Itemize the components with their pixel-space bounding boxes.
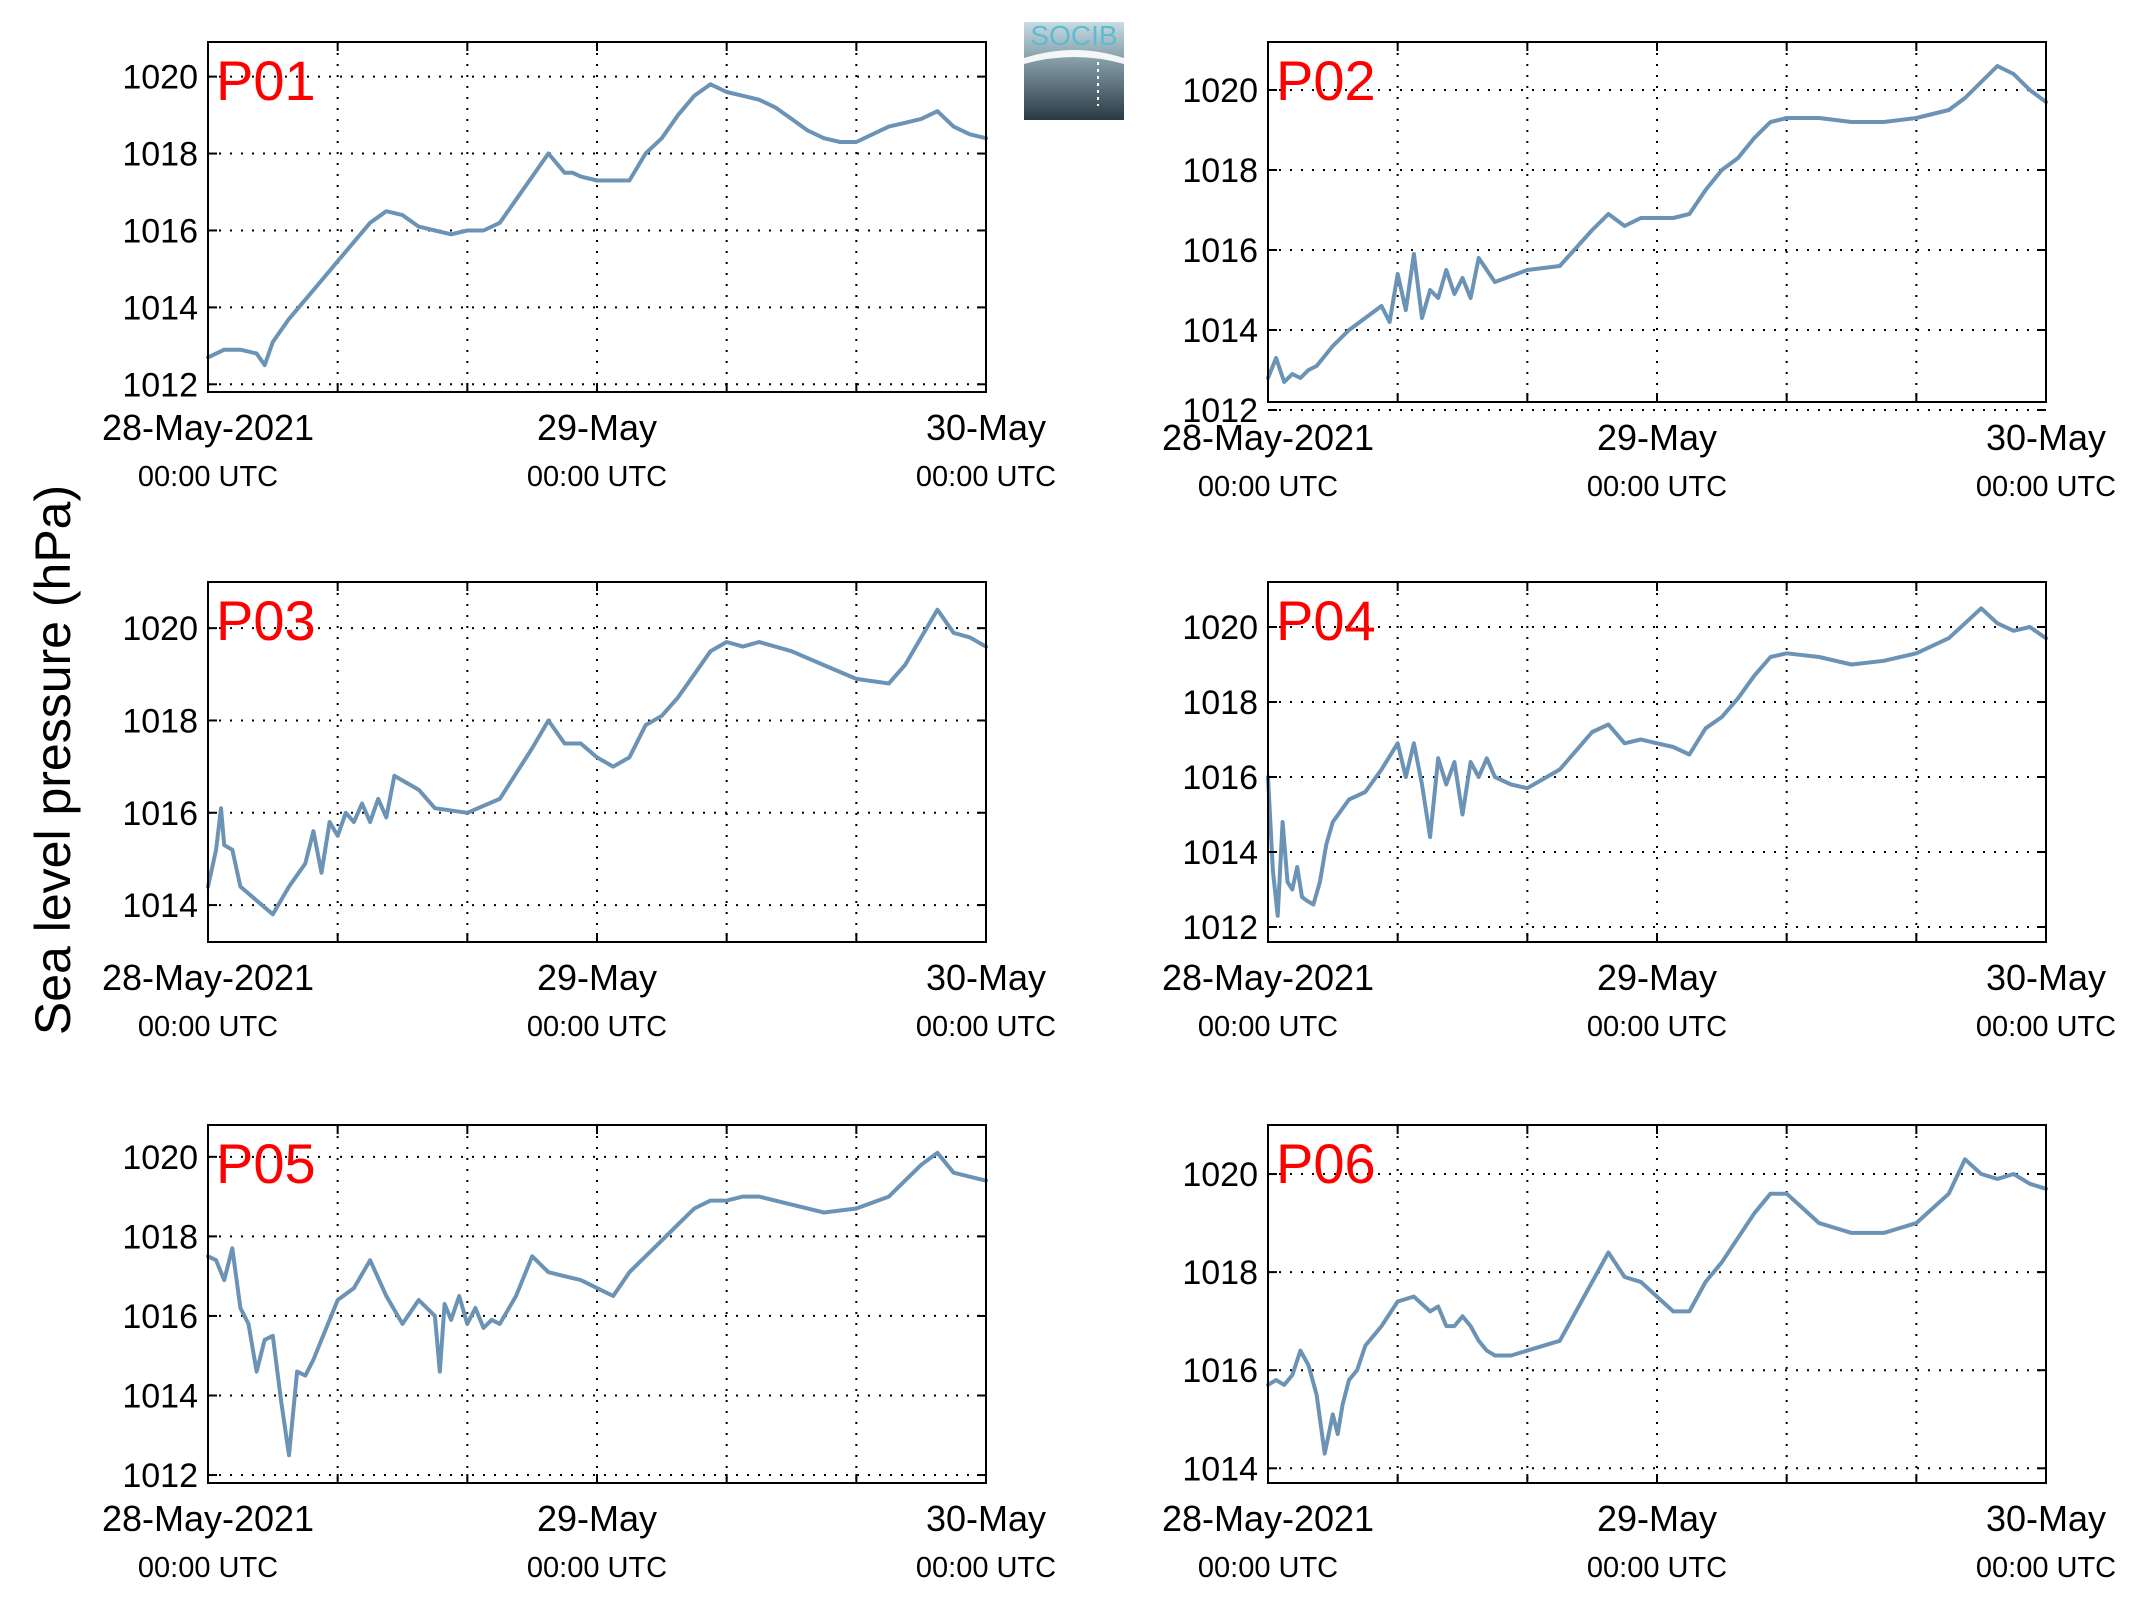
panel-p05: 1012 1014 1016 1018 1020 28-May-2021 00:00 UTC… <box>102 1124 1056 1584</box>
x-tick-sublabel: 00:00 UTC <box>1198 471 1338 503</box>
x-tick-sublabel: 00:00 UTC <box>1976 1011 2116 1043</box>
y-tick-label: 1012 <box>1182 392 1258 430</box>
x-tick-sublabel: 00:00 UTC <box>527 1552 667 1584</box>
x-tick-sublabel: 00:00 UTC <box>527 461 667 493</box>
x-tick-label: 30-May <box>926 407 1046 448</box>
y-tick-label: 1016 <box>122 212 198 250</box>
x-tick-label: 29-May <box>1597 957 1717 998</box>
series-line <box>206 1150 988 1458</box>
panel-p03: 1014 1016 1018 1020 28-May-2021 00:00 UTC 29-M… <box>102 581 1056 1043</box>
x-tick-sublabel: 00:00 UTC <box>527 1011 667 1043</box>
y-tick-label: 1016 <box>122 1298 198 1336</box>
panel-p04: 1012 1014 1016 1018 1020 28-May-2021 00:00 UTC… <box>1162 581 2116 1043</box>
y-tick-label: 1020 <box>122 610 198 648</box>
x-tick-label: 30-May <box>926 957 1046 998</box>
y-tick-label: 1020 <box>122 59 198 97</box>
panel-p01: 1012 1014 1016 1018 1020 28-May-2021 00:00 UTC… <box>102 41 1056 493</box>
y-tick-label: 1014 <box>1182 312 1258 350</box>
y-axis-label: Sea level pressure (hPa) <box>25 485 81 1035</box>
y-tick-label: 1018 <box>122 1218 198 1256</box>
x-tick-sublabel: 00:00 UTC <box>1976 471 2116 503</box>
x-tick-label: 29-May <box>1597 417 1717 458</box>
y-tick-label: 1016 <box>1182 1352 1258 1390</box>
x-tick-label: 28-May-2021 <box>1162 417 1374 458</box>
y-tick-label: 1018 <box>1182 1254 1258 1292</box>
plot-area <box>208 42 986 392</box>
x-tick-sublabel: 00:00 UTC <box>916 461 1056 493</box>
y-tick-label: 1018 <box>1182 152 1258 190</box>
x-tick-sublabel: 00:00 UTC <box>916 1011 1056 1043</box>
socib-logo-text: SOCIB <box>1030 20 1117 51</box>
x-tick-label: 28-May-2021 <box>102 1498 314 1539</box>
x-tick-sublabel: 00:00 UTC <box>138 461 278 493</box>
socib-logo: SOCIB <box>1024 20 1124 120</box>
x-tick-label: 29-May <box>537 957 657 998</box>
series-line <box>206 607 988 917</box>
y-tick-label: 1020 <box>1182 72 1258 110</box>
x-tick-sublabel: 00:00 UTC <box>138 1011 278 1043</box>
y-tick-label: 1018 <box>1182 684 1258 722</box>
y-tick-label: 1020 <box>1182 609 1258 647</box>
x-tick-sublabel: 00:00 UTC <box>1976 1552 2116 1584</box>
x-tick-label: 29-May <box>1597 1498 1717 1539</box>
plot-area <box>1268 582 2046 942</box>
x-tick-label: 28-May-2021 <box>102 407 314 448</box>
x-tick-sublabel: 00:00 UTC <box>1198 1552 1338 1584</box>
series-line <box>1266 606 2048 918</box>
y-tick-label: 1014 <box>122 289 198 327</box>
series-line <box>1266 1157 2048 1456</box>
x-tick-sublabel: 00:00 UTC <box>1587 1011 1727 1043</box>
plot-area <box>1268 1125 2046 1483</box>
y-tick-label: 1014 <box>1182 1450 1258 1488</box>
y-tick-label: 1012 <box>122 366 198 404</box>
panel-p02: 1012 1014 1016 1018 1020 28-May-2021 00:00 UTC… <box>1162 41 2116 503</box>
y-tick-label: 1020 <box>122 1139 198 1177</box>
plot-area <box>208 582 986 942</box>
x-tick-label: 28-May-2021 <box>1162 957 1374 998</box>
x-tick-label: 30-May <box>926 1498 1046 1539</box>
panel-title: P05 <box>216 1132 316 1195</box>
x-tick-label: 28-May-2021 <box>102 957 314 998</box>
socib-logo-wave <box>1024 50 1124 64</box>
plot-area <box>1268 42 2046 402</box>
panel-title: P04 <box>1276 589 1376 652</box>
x-tick-label: 29-May <box>537 407 657 448</box>
y-tick-label: 1016 <box>1182 759 1258 797</box>
y-tick-label: 1018 <box>122 136 198 174</box>
x-tick-sublabel: 00:00 UTC <box>916 1552 1056 1584</box>
x-tick-label: 30-May <box>1986 1498 2106 1539</box>
y-tick-label: 1016 <box>122 795 198 833</box>
series-line <box>1266 64 2048 384</box>
x-tick-label: 29-May <box>537 1498 657 1539</box>
y-tick-label: 1016 <box>1182 232 1258 270</box>
panel-title: P01 <box>216 49 316 112</box>
x-tick-label: 30-May <box>1986 417 2106 458</box>
y-tick-label: 1020 <box>1182 1156 1258 1194</box>
y-tick-label: 1014 <box>1182 834 1258 872</box>
y-tick-label: 1012 <box>1182 909 1258 947</box>
panel-p06: 1014 1016 1018 1020 28-May-2021 00:00 UTC 29-M… <box>1162 1124 2116 1584</box>
socib-logo-background <box>1024 22 1124 120</box>
y-tick-label: 1018 <box>122 702 198 740</box>
series-line <box>206 82 988 368</box>
y-tick-label: 1012 <box>122 1457 198 1495</box>
panel-title: P06 <box>1276 1132 1376 1195</box>
x-tick-sublabel: 00:00 UTC <box>138 1552 278 1584</box>
y-tick-label: 1014 <box>122 887 198 925</box>
y-tick-label: 1014 <box>122 1377 198 1415</box>
x-tick-sublabel: 00:00 UTC <box>1587 471 1727 503</box>
panel-title: P03 <box>216 589 316 652</box>
x-tick-label: 30-May <box>1986 957 2106 998</box>
panel-title: P02 <box>1276 49 1376 112</box>
x-tick-label: 28-May-2021 <box>1162 1498 1374 1539</box>
plot-area <box>208 1125 986 1483</box>
x-tick-sublabel: 00:00 UTC <box>1198 1011 1338 1043</box>
x-tick-sublabel: 00:00 UTC <box>1587 1552 1727 1584</box>
